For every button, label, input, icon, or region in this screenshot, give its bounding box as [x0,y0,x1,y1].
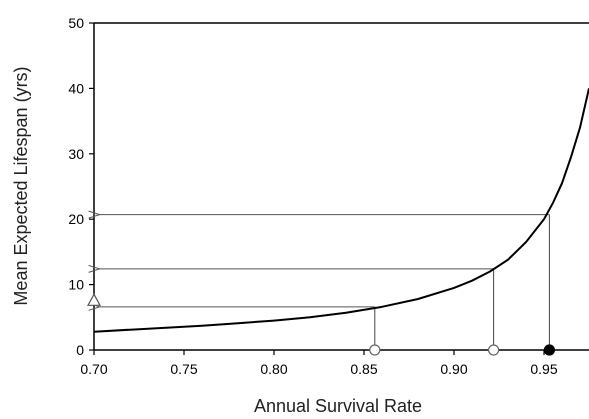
open-circle-marker-1 [488,344,500,356]
x-tick-label: 0.95 [530,361,557,377]
y-tick-label: 20 [68,211,84,227]
curve-layer [93,88,589,333]
guide-lines [100,215,550,350]
x-tick-label: 0.75 [170,361,197,377]
open-circle-marker-0 [369,344,381,356]
open-triangle-marker [86,293,102,306]
y-axis-label: Mean Expected Lifespan (yrs) [11,66,31,305]
x-axis-label: Annual Survival Rate [254,396,422,416]
x-tick-label: 0.80 [260,361,287,377]
x-tick-label: 0.85 [350,361,377,377]
y-tick-label: 30 [68,146,84,162]
x-tick-label: 0.70 [80,361,107,377]
y-axis-ticks: 0 10 20 30 40 50 [68,15,94,358]
y-tick-label: 10 [68,277,84,293]
y-tick-label: 0 [76,342,84,358]
y-tick-label: 40 [68,80,84,96]
filled-circle-marker-2 [543,344,556,356]
lifespan-curve [93,88,589,333]
x-axis-ticks: 0.70 0.75 0.80 0.85 0.90 0.95 [80,350,558,377]
plot-frame [93,22,589,351]
y-tick-label: 50 [68,15,84,31]
markers [86,293,556,356]
x-tick-label: 0.90 [440,361,467,377]
